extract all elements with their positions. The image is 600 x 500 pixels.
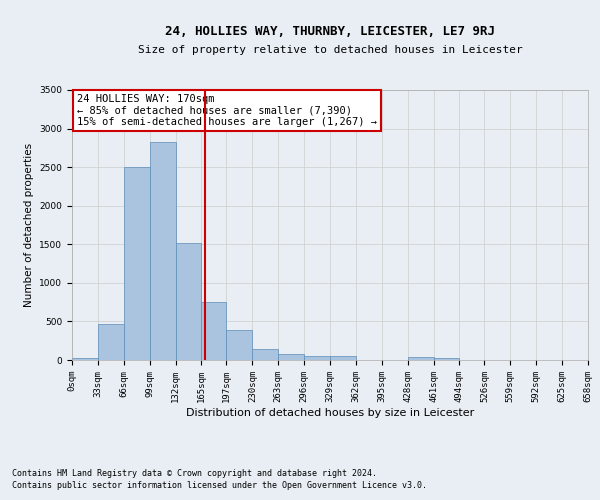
Bar (176, 242, 202, 360)
Text: Contains public sector information licensed under the Open Government Licence v3: Contains public sector information licen… (12, 481, 427, 490)
Bar (407, 357, 434, 360)
Bar (202, 302, 226, 360)
Bar (330, 356, 356, 360)
Text: Contains HM Land Registry data © Crown copyright and database right 2024.: Contains HM Land Registry data © Crown c… (12, 468, 377, 477)
Bar (304, 356, 330, 360)
Text: 24 HOLLIES WAY: 170sqm
← 85% of detached houses are smaller (7,390)
15% of semi-: 24 HOLLIES WAY: 170sqm ← 85% of detached… (77, 94, 377, 127)
Y-axis label: Number of detached properties: Number of detached properties (24, 143, 34, 307)
Bar (72, 358, 98, 360)
Bar (253, 349, 278, 360)
Bar (226, 330, 253, 360)
Bar (434, 358, 460, 360)
Text: Size of property relative to detached houses in Leicester: Size of property relative to detached ho… (137, 45, 523, 55)
Bar (278, 354, 304, 360)
X-axis label: Distribution of detached houses by size in Leicester: Distribution of detached houses by size … (186, 408, 474, 418)
Bar (149, 142, 176, 360)
Bar (98, 324, 124, 360)
Bar (124, 167, 149, 360)
Text: 24, HOLLIES WAY, THURNBY, LEICESTER, LE7 9RJ: 24, HOLLIES WAY, THURNBY, LEICESTER, LE7… (165, 25, 495, 38)
